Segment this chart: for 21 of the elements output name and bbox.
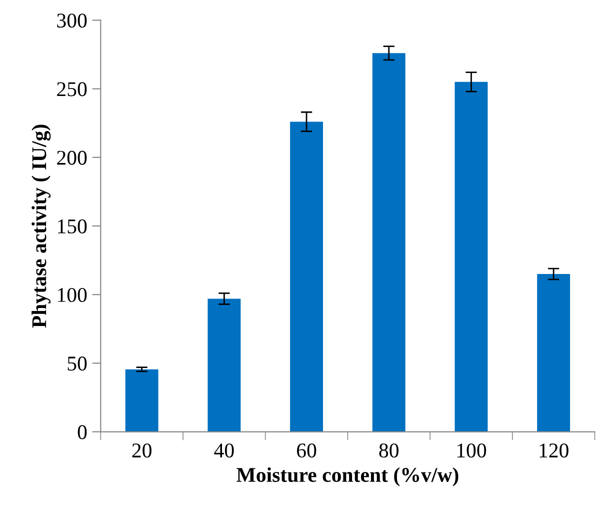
y-tick-label: 300 — [57, 14, 87, 28]
x-axis-title: Moisture content (%v/w) — [236, 467, 458, 486]
bar — [208, 298, 241, 432]
x-tick-label: 100 — [457, 443, 486, 458]
x-tick-label: 80 — [379, 443, 398, 458]
y-tick-label: 100 — [58, 288, 87, 302]
x-tick-label: 120 — [540, 443, 568, 458]
bar — [372, 53, 406, 432]
y-tick-label: 200 — [57, 150, 87, 165]
x-tick-label: 20 — [132, 443, 152, 458]
bar — [290, 122, 323, 432]
x-tick-label: 40 — [214, 443, 234, 458]
bar — [454, 82, 488, 432]
bar — [537, 274, 570, 432]
y-tick-label: 50 — [68, 356, 87, 371]
y-axis-title: Phytase activity ( IU/g) — [32, 124, 51, 328]
bar — [125, 369, 158, 432]
y-tick-label: 250 — [57, 82, 87, 96]
y-tick-label: 150 — [58, 219, 87, 234]
y-tick-label: 0 — [78, 425, 87, 440]
x-tick-label: 60 — [297, 443, 316, 458]
